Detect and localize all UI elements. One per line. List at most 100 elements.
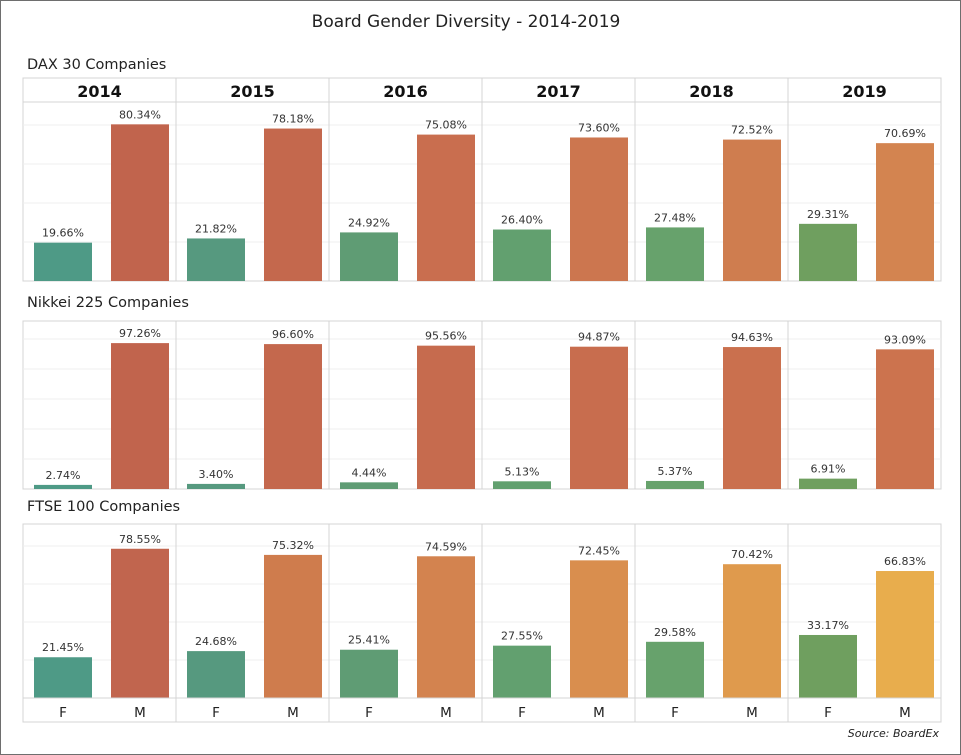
year-label-2017: 2017 [536,82,581,101]
bar-m-2019 [876,349,934,489]
bar-f-2016 [340,482,398,489]
value-label-f-2014: 2.74% [46,469,81,482]
value-label-m-2019: 93.09% [884,333,926,346]
year-label-2018: 2018 [689,82,734,101]
category-label-m: M [134,705,146,721]
bar-m-2016 [417,345,475,489]
bar-m-2015 [264,344,322,489]
value-label-m-2019: 66.83% [884,555,926,568]
year-label-2014: 2014 [77,82,122,101]
bar-m-2018 [723,139,781,281]
panel-0: DAX 30 Companies 19.66% 80.34% 21.82% 78.18%… [22,57,942,282]
value-label-f-2019: 29.31% [807,208,849,221]
bar-f-2015 [187,238,245,281]
value-label-m-2017: 94.87% [578,331,620,344]
category-label-f: F [824,705,832,721]
bar-f-2018 [646,641,704,698]
bar-f-2016 [340,649,398,698]
panel-2: FTSE 100 Companies 21.45% 78.55% 24.68% 75.3… [22,499,942,699]
value-label-f-2017: 26.40% [501,214,543,227]
value-label-m-2014: 97.26% [119,327,161,340]
bar-m-2017 [570,560,628,698]
category-label-m: M [593,705,605,721]
bar-f-2017 [493,229,551,281]
bar-f-2014 [34,657,92,698]
bar-f-2015 [187,483,245,489]
value-label-m-2014: 78.55% [119,533,161,546]
value-label-m-2014: 80.34% [119,108,161,121]
value-label-f-2014: 19.66% [42,227,84,240]
bar-f-2018 [646,227,704,281]
bar-f-2019 [799,634,857,698]
value-label-f-2014: 21.45% [42,641,84,654]
bar-f-2015 [187,651,245,698]
value-label-f-2018: 27.48% [654,211,696,224]
bar-m-2019 [876,571,934,698]
year-label-2019: 2019 [842,82,887,101]
value-label-f-2017: 5.13% [505,465,540,478]
bar-f-2017 [493,645,551,698]
category-label-m: M [287,705,299,721]
value-label-f-2016: 25.41% [348,634,390,647]
chart-title: Board Gender Diversity - 2014-2019 [312,12,621,32]
source-note: Source: BoardEx [848,727,940,740]
bar-m-2014 [111,343,169,489]
value-label-f-2018: 5.37% [658,465,693,478]
value-label-f-2016: 24.92% [348,216,390,229]
bar-m-2014 [111,548,169,698]
value-label-m-2016: 74.59% [425,540,467,553]
bar-f-2018 [646,480,704,489]
category-label-m: M [746,705,758,721]
category-label-f: F [59,705,67,721]
bar-m-2016 [417,134,475,281]
bar-f-2019 [799,223,857,281]
category-label-m: M [440,705,452,721]
category-label-f: F [518,705,526,721]
value-label-m-2018: 94.63% [731,331,773,344]
value-label-m-2015: 78.18% [272,113,314,126]
bar-f-2014 [34,242,92,281]
bar-m-2016 [417,556,475,698]
value-label-f-2015: 21.82% [195,222,237,235]
panel-1: Nikkei 225 Companies 2.74% 97.26% 3.40% 96.6… [22,295,942,490]
value-label-m-2018: 70.42% [731,548,773,561]
bar-f-2019 [799,478,857,489]
category-label-m: M [899,705,911,721]
value-label-f-2016: 4.44% [352,466,387,479]
value-label-m-2015: 96.60% [272,328,314,341]
bar-m-2015 [264,554,322,698]
year-header-row: 2014 2015 2016 2017 2018 2019 [22,77,942,103]
value-label-f-2019: 6.91% [811,463,846,476]
value-label-f-2017: 27.55% [501,630,543,643]
bar-m-2014 [111,124,169,281]
bar-m-2017 [570,137,628,281]
bar-m-2018 [723,347,781,489]
value-label-m-2017: 73.60% [578,121,620,134]
panel-title: Nikkei 225 Companies [27,295,189,311]
category-label-f: F [212,705,220,721]
value-label-m-2019: 70.69% [884,127,926,140]
bar-m-2017 [570,346,628,489]
bar-m-2018 [723,564,781,698]
value-label-f-2018: 29.58% [654,626,696,639]
value-label-m-2015: 75.32% [272,539,314,552]
bar-m-2015 [264,128,322,281]
category-label-f: F [365,705,373,721]
bar-f-2016 [340,232,398,281]
bar-f-2014 [34,484,92,489]
panel-title: DAX 30 Companies [27,57,166,73]
value-label-m-2017: 72.45% [578,544,620,557]
value-label-m-2016: 75.08% [425,119,467,132]
bar-f-2017 [493,481,551,489]
bar-m-2019 [876,143,934,281]
value-label-f-2019: 33.17% [807,619,849,632]
category-label-f: F [671,705,679,721]
year-label-2016: 2016 [383,82,428,101]
value-label-f-2015: 3.40% [199,468,234,481]
value-label-m-2016: 95.56% [425,330,467,343]
value-label-m-2018: 72.52% [731,124,773,137]
year-label-2015: 2015 [230,82,275,101]
